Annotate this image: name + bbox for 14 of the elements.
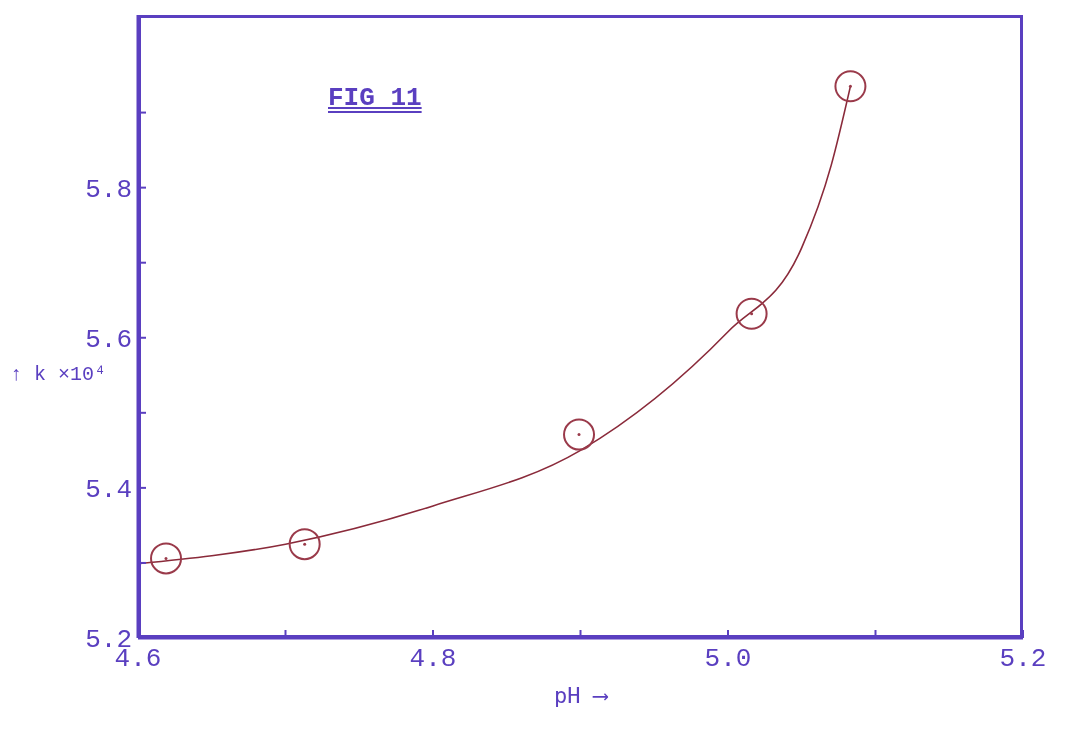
- y-tick-label: 5.4: [85, 475, 132, 506]
- x-tick-label: 4.8: [409, 644, 457, 675]
- y-axis-title: ↑ k ×10⁴: [10, 363, 107, 387]
- point: [834, 70, 867, 103]
- point: [735, 297, 768, 330]
- point: [563, 418, 596, 451]
- point: [150, 542, 183, 575]
- x-tick-label: 5.0: [704, 644, 752, 675]
- x-tick-label: 5.2: [999, 644, 1047, 675]
- y-tick-label: 5.8: [85, 174, 132, 205]
- y-tick-label: 5.6: [85, 324, 132, 355]
- point: [288, 528, 321, 561]
- x-axis-title: pH ⟶: [553, 683, 609, 708]
- annotation: FIG 11: [328, 83, 422, 113]
